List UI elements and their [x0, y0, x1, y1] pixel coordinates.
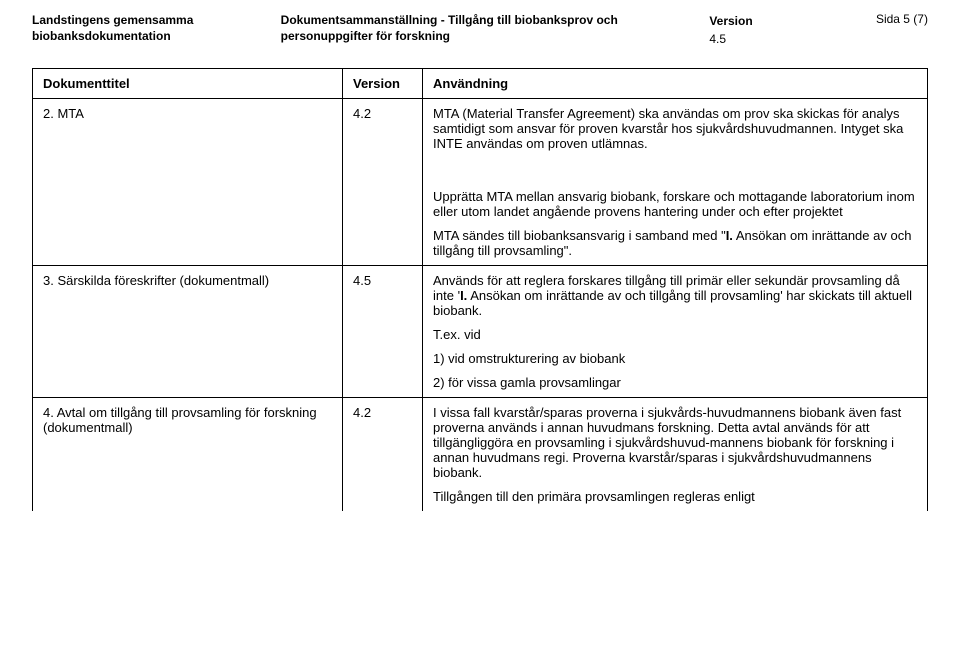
- header-title-line2: personuppgifter för forskning: [281, 28, 681, 44]
- header-org-line2: biobanksdokumentation: [32, 28, 252, 44]
- document-table: Dokumenttitel Version Användning 2. MTA …: [32, 68, 928, 511]
- header-org-line1: Landstingens gemensamma: [32, 12, 252, 28]
- cell-version: 4.5: [343, 266, 423, 398]
- table-row: 4. Avtal om tillgång till provsamling fö…: [33, 398, 928, 512]
- cell-usage: Används för att reglera forskares tillgå…: [423, 266, 928, 398]
- cell-usage: I vissa fall kvarstår/sparas proverna i …: [423, 398, 928, 512]
- table-row: 2. MTA 4.2 MTA (Material Transfer Agreem…: [33, 99, 928, 159]
- cell-usage: MTA (Material Transfer Agreement) ska an…: [423, 99, 928, 159]
- usage-paragraph: MTA (Material Transfer Agreement) ska an…: [433, 106, 917, 151]
- usage-paragraph: Tillgången till den primära provsamlinge…: [433, 489, 917, 504]
- cell-title: 4. Avtal om tillgång till provsamling fö…: [33, 398, 343, 512]
- usage-paragraph: Används för att reglera forskares tillgå…: [433, 273, 917, 318]
- page-header: Landstingens gemensamma biobanksdokument…: [32, 12, 928, 48]
- table-header-row: Dokumenttitel Version Användning: [33, 69, 928, 99]
- usage-paragraph: Upprätta MTA mellan ansvarig biobank, fo…: [433, 189, 917, 219]
- cell-version: 4.2: [343, 398, 423, 512]
- col-header-anvandning: Användning: [423, 69, 928, 99]
- header-version-value: 4.5: [709, 30, 809, 48]
- header-page-text: Sida 5 (7): [876, 12, 928, 26]
- col-header-version: Version: [343, 69, 423, 99]
- cell-version: 4.2: [343, 99, 423, 159]
- cell-usage: Upprätta MTA mellan ansvarig biobank, fo…: [423, 158, 928, 266]
- cell-title: 3. Särskilda föreskrifter (dokumentmall): [33, 266, 343, 398]
- table-row: Upprätta MTA mellan ansvarig biobank, fo…: [33, 158, 928, 266]
- usage-paragraph: T.ex. vid: [433, 327, 917, 342]
- cell-title: 2. MTA: [33, 99, 343, 159]
- col-header-dokumenttitel: Dokumenttitel: [33, 69, 343, 99]
- header-version: Version 4.5: [709, 12, 809, 48]
- header-version-label: Version: [709, 12, 809, 30]
- table-row: 3. Särskilda föreskrifter (dokumentmall)…: [33, 266, 928, 398]
- header-page: Sida 5 (7): [838, 12, 928, 48]
- header-doc-title: Dokumentsammanställning - Tillgång till …: [281, 12, 681, 48]
- cell-title-empty: [33, 158, 343, 266]
- cell-version-empty: [343, 158, 423, 266]
- header-org: Landstingens gemensamma biobanksdokument…: [32, 12, 252, 48]
- usage-paragraph: 1) vid omstrukturering av biobank: [433, 351, 917, 366]
- usage-paragraph: I vissa fall kvarstår/sparas proverna i …: [433, 405, 917, 480]
- usage-paragraph: MTA sändes till biobanksansvarig i samba…: [433, 228, 917, 258]
- header-title-line1: Dokumentsammanställning - Tillgång till …: [281, 12, 681, 28]
- usage-paragraph: 2) för vissa gamla provsamlingar: [433, 375, 917, 390]
